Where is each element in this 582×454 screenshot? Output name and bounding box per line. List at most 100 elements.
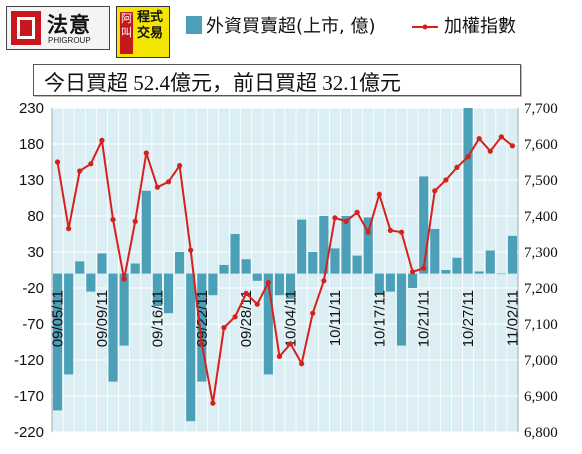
bar <box>175 252 185 274</box>
bar <box>385 273 395 292</box>
index-point <box>199 341 205 347</box>
y-left-tick-label: 180 <box>19 136 44 153</box>
bar <box>97 253 107 274</box>
bar <box>86 273 96 292</box>
y-left-tick-label: -20 <box>22 280 44 297</box>
index-point <box>121 276 127 282</box>
bar <box>208 273 218 296</box>
bar <box>507 235 517 274</box>
legend-dot-icon <box>422 24 428 30</box>
index-point <box>487 148 493 154</box>
bar <box>152 273 162 306</box>
bar <box>430 228 440 274</box>
logo-left-text: 阿叫 <box>120 12 133 54</box>
phigroup-logo: 法意 PHIGROUP <box>6 6 110 50</box>
bar <box>219 264 229 274</box>
legend-bar-label: 外資買賣超(上市, 億) <box>206 16 376 37</box>
index-point <box>509 143 516 149</box>
y-left-tick-label: -170 <box>14 388 44 405</box>
y-right-tick-label: 7,300 <box>524 245 558 261</box>
bar <box>408 273 418 288</box>
index-point <box>443 177 449 183</box>
y-right-tick-label: 7,400 <box>524 209 558 225</box>
legend-bar-swatch <box>186 16 202 34</box>
bar <box>263 273 273 375</box>
index-point <box>232 314 238 320</box>
index-point <box>432 188 438 194</box>
index-point <box>188 247 194 253</box>
logo-right-text: 程式交易 <box>137 10 164 41</box>
x-tick-label: 10/21/11 <box>416 290 433 347</box>
bar <box>419 176 429 274</box>
bar <box>297 219 307 274</box>
bar <box>286 273 296 299</box>
index-point <box>154 184 161 190</box>
bar <box>119 273 129 346</box>
index-point <box>299 361 305 367</box>
y-right-tick-label: 7,200 <box>524 281 558 297</box>
bar <box>363 217 373 274</box>
y-right-tick-label: 6,800 <box>524 425 558 441</box>
bar <box>452 257 462 274</box>
bar <box>463 108 473 274</box>
bar <box>341 216 351 274</box>
summary-banner: 今日買超 52.4億元，前日買超 32.1億元 <box>33 64 521 96</box>
x-tick-label: 10/04/11 <box>283 290 300 347</box>
index-point <box>454 164 460 170</box>
index-point <box>343 218 349 224</box>
index-point <box>110 217 116 223</box>
program-trading-logo: 阿叫 程式交易 <box>116 6 170 58</box>
bar <box>352 255 362 274</box>
index-point <box>321 278 327 284</box>
index-point <box>387 227 394 233</box>
index-point <box>421 265 427 271</box>
index-point <box>54 159 61 165</box>
index-point <box>143 150 149 156</box>
index-point <box>465 154 471 160</box>
y-left-tick-label: 80 <box>27 208 44 225</box>
index-point <box>498 134 504 140</box>
bar <box>230 234 240 274</box>
bar <box>64 273 74 375</box>
index-point <box>409 269 416 275</box>
bar <box>396 273 407 346</box>
index-point <box>221 325 227 331</box>
y-right-tick-label: 7,100 <box>524 317 558 333</box>
y-left-tick-label: 30 <box>27 244 44 261</box>
y-left-tick-label: 130 <box>19 172 44 189</box>
index-point <box>132 218 138 224</box>
y-right-tick-label: 7,600 <box>524 137 558 153</box>
bar <box>252 273 262 281</box>
index-point <box>243 290 249 296</box>
bar <box>53 273 63 411</box>
y-left-tick-label: -120 <box>14 352 44 369</box>
legend-line-label: 加權指數 <box>444 16 516 37</box>
index-point <box>210 400 216 406</box>
index-point <box>365 229 371 235</box>
index-point <box>77 168 83 174</box>
y-right-tick-label: 7,500 <box>524 173 558 189</box>
bar <box>496 273 506 275</box>
y-right-tick-label: 6,900 <box>524 389 558 405</box>
x-tick-label: 11/02/11 <box>504 290 521 346</box>
index-point <box>99 137 105 143</box>
bar <box>75 261 85 274</box>
x-tick-label: 09/05/11 <box>50 290 67 347</box>
index-point <box>287 341 294 347</box>
index-point <box>265 280 271 286</box>
x-tick-label: 09/28/11 <box>238 290 255 347</box>
bar <box>274 273 284 296</box>
index-point <box>165 179 172 185</box>
bar <box>241 259 251 274</box>
index-point <box>332 215 338 221</box>
index-point <box>66 226 72 232</box>
bar <box>319 216 329 274</box>
bar <box>108 273 118 382</box>
x-tick-label: 10/17/11 <box>371 290 388 347</box>
x-tick-label: 10/11/11 <box>327 290 344 346</box>
y-right-tick-label: 7,700 <box>524 101 558 117</box>
bar <box>374 273 384 294</box>
index-point <box>254 301 260 307</box>
x-tick-label: 09/16/11 <box>149 290 166 347</box>
